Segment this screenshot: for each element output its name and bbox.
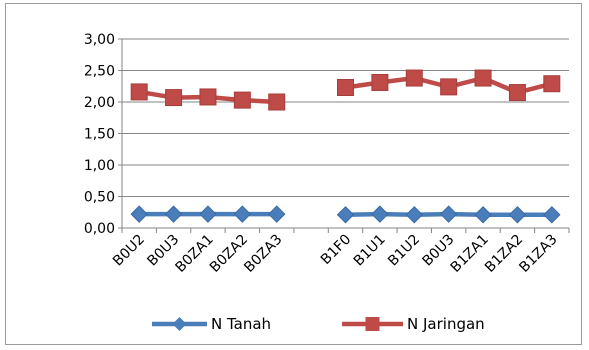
x-tick-label: B0U2 [110, 232, 148, 270]
x-tick-label: B0ZA3 [241, 232, 285, 276]
data-point [371, 73, 389, 91]
x-tick-label: B1ZA1 [448, 232, 492, 276]
data-point [199, 205, 217, 223]
x-tick-label: B1U1 [351, 232, 389, 270]
data-point [233, 205, 252, 223]
data-point [543, 75, 561, 93]
legend-marker [365, 317, 380, 331]
y-tick-labels: 0,00 0,50 1,00 1,50 2,00 2,50 3,00 [84, 32, 115, 237]
line-chart: 0,000,501,001,502,002,503,00 B0U2B0U3B0Z… [84, 32, 570, 333]
y-tick-label: 2,00 [84, 95, 115, 111]
data-point [268, 93, 286, 111]
data-point [337, 79, 354, 97]
data-point [371, 205, 389, 223]
chart-frame: 0,00 0,50 1,00 1,50 2,00 2,50 3,00 B0U2 B0U3 B0Z… [5, 3, 582, 345]
data-point [199, 88, 217, 106]
data-point [405, 69, 423, 87]
legend-label: N Jaringan [407, 315, 485, 333]
data-point [336, 206, 355, 224]
data-point [440, 78, 458, 96]
series-lines [130, 69, 561, 224]
x-tick-label: B0ZA2 [207, 232, 251, 276]
x-tick-label: B1ZA2 [482, 232, 526, 276]
x-tick-label: B1ZA3 [516, 232, 560, 276]
y-tick-label: 0,50 [84, 190, 115, 206]
data-point [508, 84, 526, 102]
data-point [439, 205, 458, 223]
data-point [543, 206, 561, 224]
data-point [130, 83, 148, 101]
data-point [268, 205, 286, 223]
y-tick-label: 1,50 [84, 127, 115, 143]
data-point [405, 206, 423, 224]
data-point [165, 89, 183, 107]
data-point [164, 205, 183, 223]
data-point [130, 205, 148, 223]
axes [118, 38, 570, 233]
data-point [474, 69, 492, 87]
data-point [508, 206, 527, 224]
data-point [233, 91, 251, 109]
y-tick-label: 3,00 [84, 32, 115, 48]
y-tick-label: 1,00 [84, 158, 115, 174]
data-point [474, 206, 492, 224]
legend-marker [172, 317, 187, 331]
y-tick-label: 2,50 [84, 64, 115, 80]
legend-item: N Jaringan [342, 315, 485, 333]
legend-label: N Tanah [211, 315, 271, 333]
legend-item: N Tanah [152, 315, 271, 333]
x-tick-label: B0ZA1 [173, 232, 217, 276]
x-tick-label: B1F0 [318, 232, 354, 268]
y-tick-label: 0,00 [84, 221, 115, 237]
x-tick-label: B1U2 [385, 232, 423, 270]
legend: N Tanah N Jaringan [152, 315, 485, 333]
gridlines [122, 38, 569, 197]
